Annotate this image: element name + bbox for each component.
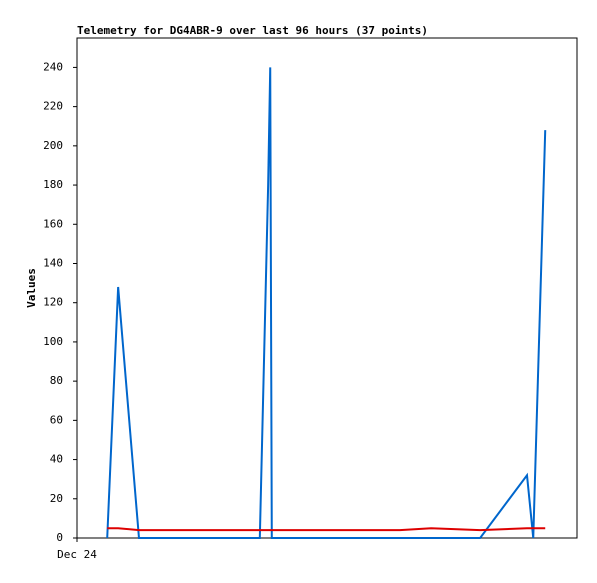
y-tick-label: 40	[50, 453, 63, 466]
y-tick-label: 180	[43, 178, 63, 191]
series-line	[106, 67, 547, 539]
y-tick-label: 60	[50, 413, 63, 426]
y-tick-label: 100	[43, 335, 63, 348]
y-tick-label: 240	[43, 60, 63, 73]
y-tick-label: 0	[56, 531, 63, 544]
plot-area	[76, 37, 578, 539]
y-tick-label: 200	[43, 139, 63, 152]
y-tick-label: 140	[43, 256, 63, 269]
y-tick-label: 20	[50, 492, 63, 505]
y-tick-label: 120	[43, 296, 63, 309]
y-tick-label: 80	[50, 374, 63, 387]
series-line	[107, 527, 546, 532]
y-tick-label: 220	[43, 100, 63, 113]
y-tick-label: 160	[43, 217, 63, 230]
y-axis-label: Values	[25, 268, 38, 308]
x-tick-label: Dec 24	[57, 548, 97, 561]
chart-title: Telemetry for DG4ABR-9 over last 96 hour…	[77, 24, 428, 37]
